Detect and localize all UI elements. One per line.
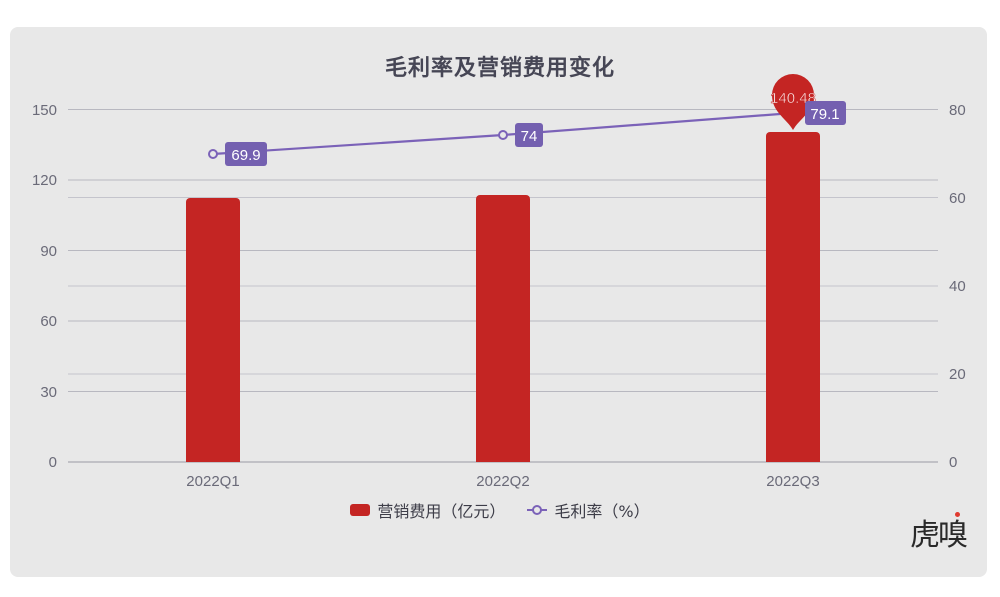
x-axis: 2022Q1 2022Q2 2022Q3 bbox=[186, 473, 819, 490]
legend-label: 营销费用（亿元） bbox=[377, 502, 506, 521]
line-point-2022q1[interactable] bbox=[208, 149, 218, 159]
x-tick: 2022Q1 bbox=[186, 473, 239, 490]
right-tick: 40 bbox=[949, 278, 966, 295]
watermark-logo: 虎嗅 bbox=[910, 518, 968, 553]
bar-2022q3[interactable] bbox=[766, 132, 820, 462]
left-tick: 150 bbox=[32, 102, 57, 119]
x-tick: 2022Q3 bbox=[766, 473, 819, 490]
bar-2022q1[interactable] bbox=[186, 198, 240, 462]
line-label-2022q3: 79.1 bbox=[810, 106, 839, 123]
bar-swatch-icon bbox=[350, 504, 371, 516]
right-tick: 60 bbox=[949, 190, 966, 207]
line-swatch-icon bbox=[527, 505, 548, 515]
right-tick: 0 bbox=[949, 454, 957, 471]
line-label-2022q1: 69.9 bbox=[231, 147, 260, 164]
legend-item-marketing-expense[interactable]: 营销费用（亿元） bbox=[350, 498, 505, 522]
line-label-2022q2: 74 bbox=[521, 128, 538, 145]
legend-label: 毛利率（%） bbox=[554, 502, 650, 521]
legend-item-gross-margin[interactable]: 毛利率（%） bbox=[527, 498, 650, 522]
max-value-pin: 140.48 bbox=[770, 74, 816, 130]
line-data-labels: 69.9 74 79.1 bbox=[225, 101, 846, 166]
left-tick: 60 bbox=[40, 313, 57, 330]
right-tick: 20 bbox=[949, 366, 966, 383]
bar-series bbox=[186, 132, 820, 462]
line-point-2022q2[interactable] bbox=[498, 130, 508, 140]
max-value-label: 140.48 bbox=[770, 90, 816, 107]
left-axis: 0 30 60 90 120 150 bbox=[32, 102, 57, 471]
x-tick: 2022Q2 bbox=[476, 473, 529, 490]
right-axis: 0 20 40 60 80 bbox=[949, 102, 966, 471]
chart-title: 毛利率及营销费用变化 bbox=[384, 56, 615, 81]
left-tick: 120 bbox=[32, 172, 57, 189]
bar-2022q2[interactable] bbox=[476, 195, 530, 462]
watermark-dot-icon bbox=[955, 512, 960, 517]
left-tick: 90 bbox=[40, 243, 57, 260]
left-tick: 0 bbox=[49, 454, 57, 471]
left-tick: 30 bbox=[40, 384, 57, 401]
chart-legend: 营销费用（亿元） 毛利率（%） bbox=[0, 498, 1000, 522]
right-tick: 80 bbox=[949, 102, 966, 119]
